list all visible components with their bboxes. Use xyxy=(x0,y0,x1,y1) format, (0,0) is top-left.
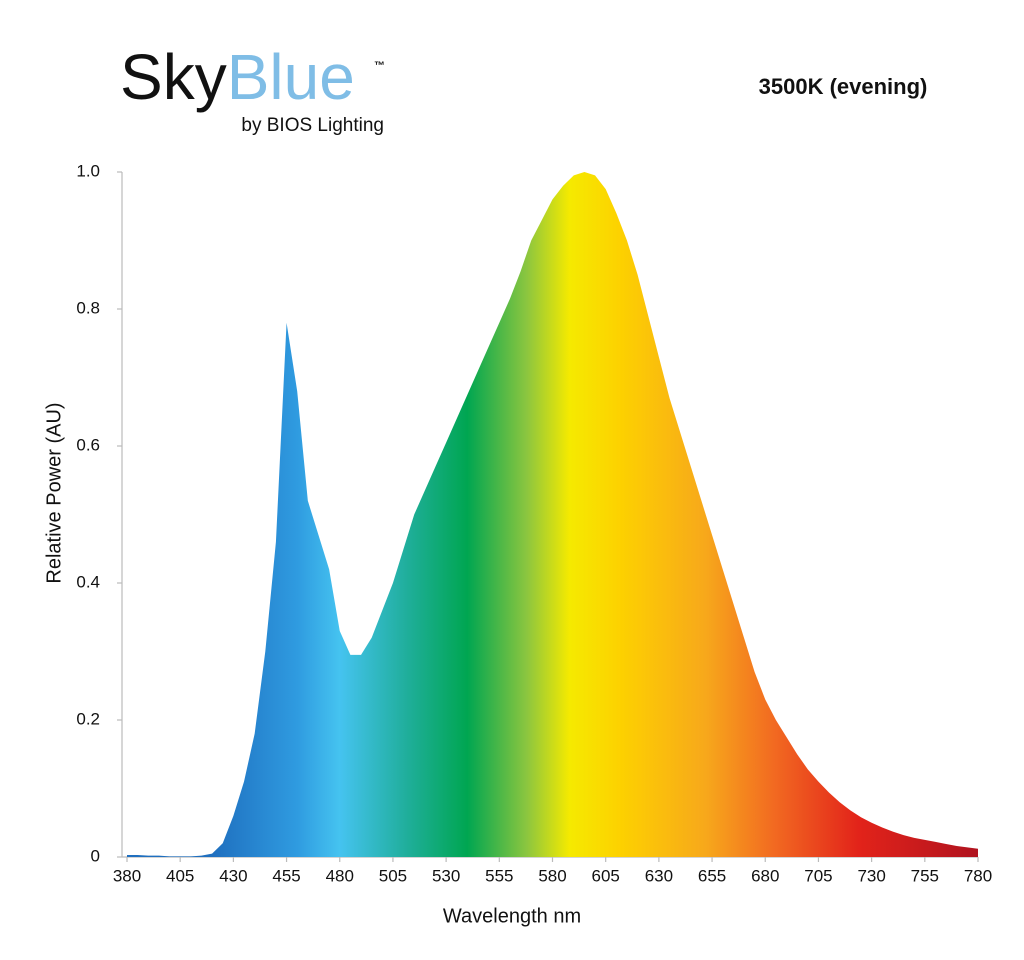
logo-byline: by BIOS Lighting xyxy=(241,115,384,136)
x-tick-label: 780 xyxy=(964,866,992,885)
spectrum-area xyxy=(127,172,978,857)
x-tick-label: 705 xyxy=(804,866,832,885)
x-tick-label: 480 xyxy=(326,866,354,885)
x-axis-label: Wavelength nm xyxy=(443,905,581,927)
x-tick-label: 380 xyxy=(113,866,141,885)
x-tick-label: 730 xyxy=(857,866,885,885)
x-tick-label: 505 xyxy=(379,866,407,885)
chart-title: 3500K (evening) xyxy=(759,74,928,99)
y-tick-label: 0.6 xyxy=(76,435,100,454)
y-axis-label: Relative Power (AU) xyxy=(43,402,65,583)
y-tick-label: 0 xyxy=(91,846,100,865)
logo-blue: Blue xyxy=(227,41,355,113)
logo-tm: ™ xyxy=(374,60,385,72)
x-tick-label: 755 xyxy=(911,866,939,885)
x-tick-label: 630 xyxy=(645,866,673,885)
x-tick-label: 405 xyxy=(166,866,194,885)
x-tick-label: 680 xyxy=(751,866,779,885)
x-tick-label: 655 xyxy=(698,866,726,885)
x-tick-label: 580 xyxy=(538,866,566,885)
x-tick-label: 530 xyxy=(432,866,460,885)
logo: SkyBlue xyxy=(120,41,355,113)
y-tick-label: 0.8 xyxy=(76,298,100,317)
x-tick-label: 455 xyxy=(272,866,300,885)
x-tick-label: 605 xyxy=(592,866,620,885)
y-tick-label: 0.4 xyxy=(76,572,100,591)
y-tick-label: 0.2 xyxy=(76,709,100,728)
x-tick-label: 555 xyxy=(485,866,513,885)
x-tick-label: 430 xyxy=(219,866,247,885)
y-tick-label: 1.0 xyxy=(76,161,100,180)
logo-sky: Sky xyxy=(120,41,227,113)
